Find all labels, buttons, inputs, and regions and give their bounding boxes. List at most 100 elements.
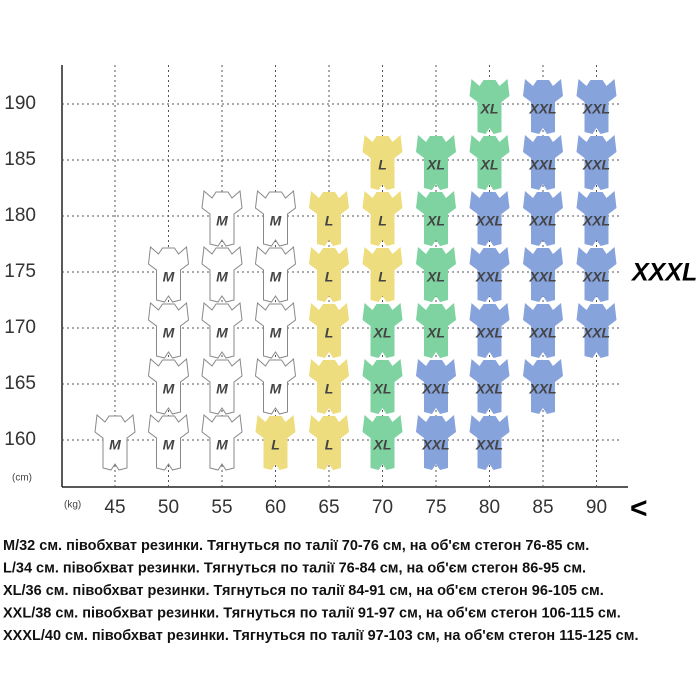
x-tick-label: 75 <box>425 497 446 518</box>
size-label: M <box>270 381 282 397</box>
size-figure <box>362 303 403 358</box>
size-figure <box>94 413 136 471</box>
size-figure <box>201 245 243 303</box>
side-arrow: < <box>630 492 648 525</box>
size-label: L <box>325 381 334 397</box>
size-label: XXL <box>528 157 556 173</box>
x-tick-label: 80 <box>479 497 500 518</box>
size-figure <box>147 301 190 359</box>
note-line: XL/36 см. півобхват резинки. Тягнуться п… <box>3 583 604 599</box>
y-tick-label: 175 <box>4 261 36 282</box>
size-label: L <box>325 437 334 453</box>
size-figure <box>416 415 456 470</box>
size-figure <box>362 135 403 190</box>
size-figure <box>576 79 617 134</box>
size-figure <box>309 191 349 246</box>
size-figure <box>255 415 296 470</box>
size-figure <box>416 191 456 246</box>
x-tick-label: 55 <box>211 497 232 518</box>
size-figure <box>523 303 563 358</box>
size-label: XXL <box>582 269 610 285</box>
size-label: M <box>216 381 228 397</box>
size-figure <box>469 247 510 302</box>
size-figure <box>523 135 563 190</box>
size-label: M <box>163 381 175 397</box>
size-figure <box>469 359 510 414</box>
y-tick-label: 185 <box>4 149 36 170</box>
size-label: M <box>270 269 282 285</box>
size-figure <box>416 303 456 358</box>
size-label: L <box>325 269 334 285</box>
size-label: XXL <box>475 325 503 341</box>
size-figure <box>254 357 297 415</box>
size-label: XXL <box>528 269 556 285</box>
size-figure <box>309 415 349 470</box>
size-label: XL <box>426 213 445 229</box>
size-label: XL <box>480 157 499 173</box>
size-label: XXL <box>475 269 503 285</box>
size-label: L <box>325 213 334 229</box>
x-tick-label: 45 <box>104 497 125 518</box>
size-label: M <box>270 213 282 229</box>
size-label: XXL <box>582 213 610 229</box>
size-figure <box>523 79 563 134</box>
size-figure <box>523 247 563 302</box>
side-label: XXXL <box>630 259 697 287</box>
note-line: L/34 см. півобхват резинки. Тягнуться по… <box>3 560 586 576</box>
size-figure <box>254 245 297 303</box>
size-label: M <box>109 437 121 453</box>
size-figure <box>201 301 243 359</box>
size-figure <box>469 303 510 358</box>
size-figure <box>469 415 510 470</box>
y-unit: (cm) <box>12 473 32 484</box>
size-figure <box>469 135 510 190</box>
size-label: XL <box>426 269 445 285</box>
size-label: M <box>216 325 228 341</box>
size-label: M <box>216 437 228 453</box>
size-label: L <box>378 157 387 173</box>
size-label: XXL <box>421 381 449 397</box>
size-label: XXL <box>528 325 556 341</box>
size-label: XXL <box>475 213 503 229</box>
size-figure <box>309 359 349 414</box>
note-line: XXL/38 см. півобхват резинки. Тягнуться … <box>3 605 621 621</box>
x-tick-label: 50 <box>158 497 179 518</box>
y-tick-label: 190 <box>4 93 36 114</box>
size-label: M <box>216 269 228 285</box>
size-figure <box>147 413 190 471</box>
size-figure <box>469 79 510 134</box>
size-figure <box>523 359 563 414</box>
size-label: XL <box>426 157 445 173</box>
x-tick-label: 90 <box>586 497 607 518</box>
size-label: XXL <box>528 101 556 117</box>
size-label: XXL <box>528 381 556 397</box>
x-tick-label: 85 <box>532 497 553 518</box>
size-figure <box>523 191 563 246</box>
y-tick-label: 180 <box>4 205 36 226</box>
size-figure <box>147 245 190 303</box>
size-figure <box>362 191 403 246</box>
size-label: M <box>163 269 175 285</box>
size-figure <box>416 359 456 414</box>
size-figure <box>576 247 617 302</box>
size-label: M <box>163 437 175 453</box>
size-figure <box>309 303 349 358</box>
size-label: XL <box>426 325 445 341</box>
note-line: XXXL/40 см. півобхват резинки. Тягнуться… <box>3 628 638 644</box>
size-figure <box>576 135 617 190</box>
size-label: M <box>216 213 228 229</box>
x-unit: (kg) <box>64 500 81 511</box>
note-line: M/32 см. півобхват резинки. Тягнуться по… <box>3 538 589 554</box>
size-figure <box>254 189 297 247</box>
size-figure <box>201 413 243 471</box>
size-label: XL <box>373 437 392 453</box>
y-tick-label: 165 <box>4 373 36 394</box>
size-figure <box>254 301 297 359</box>
size-label: L <box>271 437 280 453</box>
size-label: M <box>270 325 282 341</box>
x-tick-label: 70 <box>372 497 393 518</box>
size-figure <box>362 247 403 302</box>
size-figure <box>362 359 403 414</box>
y-tick-label: 170 <box>4 317 36 338</box>
